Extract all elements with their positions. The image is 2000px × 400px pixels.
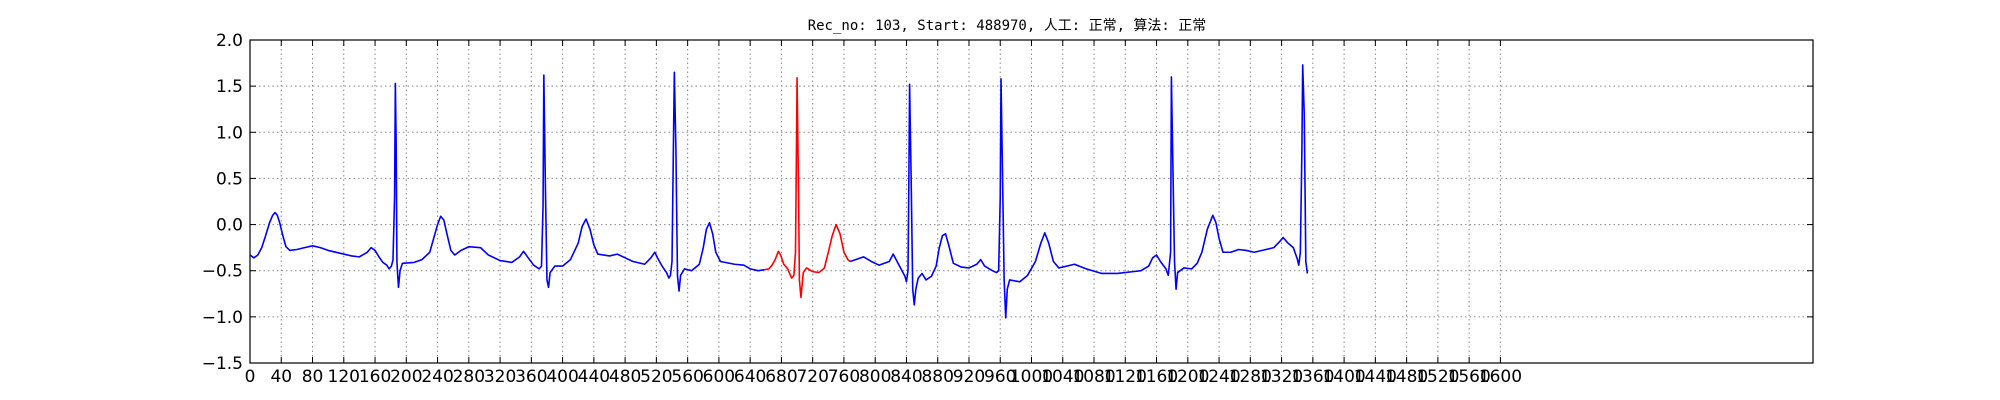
y-tick-label: −0.5 — [202, 262, 243, 282]
x-tick-label: 760 — [828, 367, 860, 387]
x-tick-label: 400 — [546, 367, 578, 387]
x-tick-label: 1400 — [1322, 367, 1365, 387]
axis-ticks — [249, 39, 1813, 364]
x-tick-label: 680 — [765, 367, 797, 387]
y-tick-label: 1.5 — [216, 77, 243, 97]
x-tick-label: 920 — [953, 367, 985, 387]
x-tick-label: 1320 — [1260, 367, 1303, 387]
x-tick-label: 40 — [270, 367, 292, 387]
x-tick-label: 720 — [796, 367, 828, 387]
y-axis-tick-labels: −1.5 −1.0 −0.5 0.0 0.5 1.0 1.5 2.0 — [202, 31, 243, 374]
x-axis-tick-labels: 0 40 80 12016020024028032036040044048052056… — [245, 367, 1522, 387]
x-tick-label: 0 — [245, 367, 256, 387]
x-tick-label: 600 — [703, 367, 735, 387]
x-tick-label: 520 — [640, 367, 672, 387]
x-tick-label: 1520 — [1416, 367, 1459, 387]
x-tick-label: 1000 — [1010, 367, 1053, 387]
y-tick-label: 0.0 — [216, 216, 243, 236]
x-tick-label: 240 — [421, 367, 453, 387]
x-tick-label: 120 — [328, 367, 360, 387]
ecg-traces — [249, 64, 1309, 319]
y-tick-label: 1.0 — [216, 123, 243, 143]
x-tick-label: 1600 — [1479, 367, 1522, 387]
x-tick-label: 960 — [984, 367, 1016, 387]
x-tick-label: 1120 — [1104, 367, 1147, 387]
x-tick-label: 640 — [734, 367, 766, 387]
y-tick-label: −1.0 — [202, 308, 243, 328]
x-tick-label: 1480 — [1385, 367, 1428, 387]
x-tick-label: 1080 — [1072, 367, 1115, 387]
x-tick-label: 1280 — [1229, 367, 1272, 387]
x-tick-label: 80 — [302, 367, 324, 387]
ecg-series-3 — [849, 64, 1309, 319]
x-tick-label: 320 — [484, 367, 516, 387]
x-tick-label: 880 — [921, 367, 953, 387]
chart-title: Rec_no: 103, Start: 488970, 人工: 正常, 算法: … — [808, 18, 1207, 34]
x-tick-label: 160 — [359, 367, 391, 387]
y-tick-label: 0.5 — [216, 169, 243, 189]
x-tick-label: 360 — [515, 367, 547, 387]
y-tick-label: −1.5 — [202, 354, 243, 374]
x-tick-label: 560 — [671, 367, 703, 387]
x-tick-label: 800 — [859, 367, 891, 387]
x-tick-label: 1200 — [1166, 367, 1209, 387]
x-tick-label: 840 — [890, 367, 922, 387]
x-tick-label: 1240 — [1197, 367, 1240, 387]
grid-lines — [249, 39, 1813, 364]
x-tick-label: 1040 — [1041, 367, 1084, 387]
x-tick-label: 1360 — [1291, 367, 1334, 387]
x-tick-label: 200 — [390, 367, 422, 387]
x-tick-label: 280 — [453, 367, 485, 387]
x-tick-label: 440 — [578, 367, 610, 387]
ecg-series-2 — [764, 77, 851, 299]
x-tick-label: 480 — [609, 367, 641, 387]
x-tick-label: 1440 — [1354, 367, 1397, 387]
ecg-series-1 — [249, 71, 765, 292]
y-tick-label: 2.0 — [216, 31, 243, 51]
x-tick-label: 1160 — [1135, 367, 1178, 387]
x-tick-label: 1560 — [1448, 367, 1491, 387]
